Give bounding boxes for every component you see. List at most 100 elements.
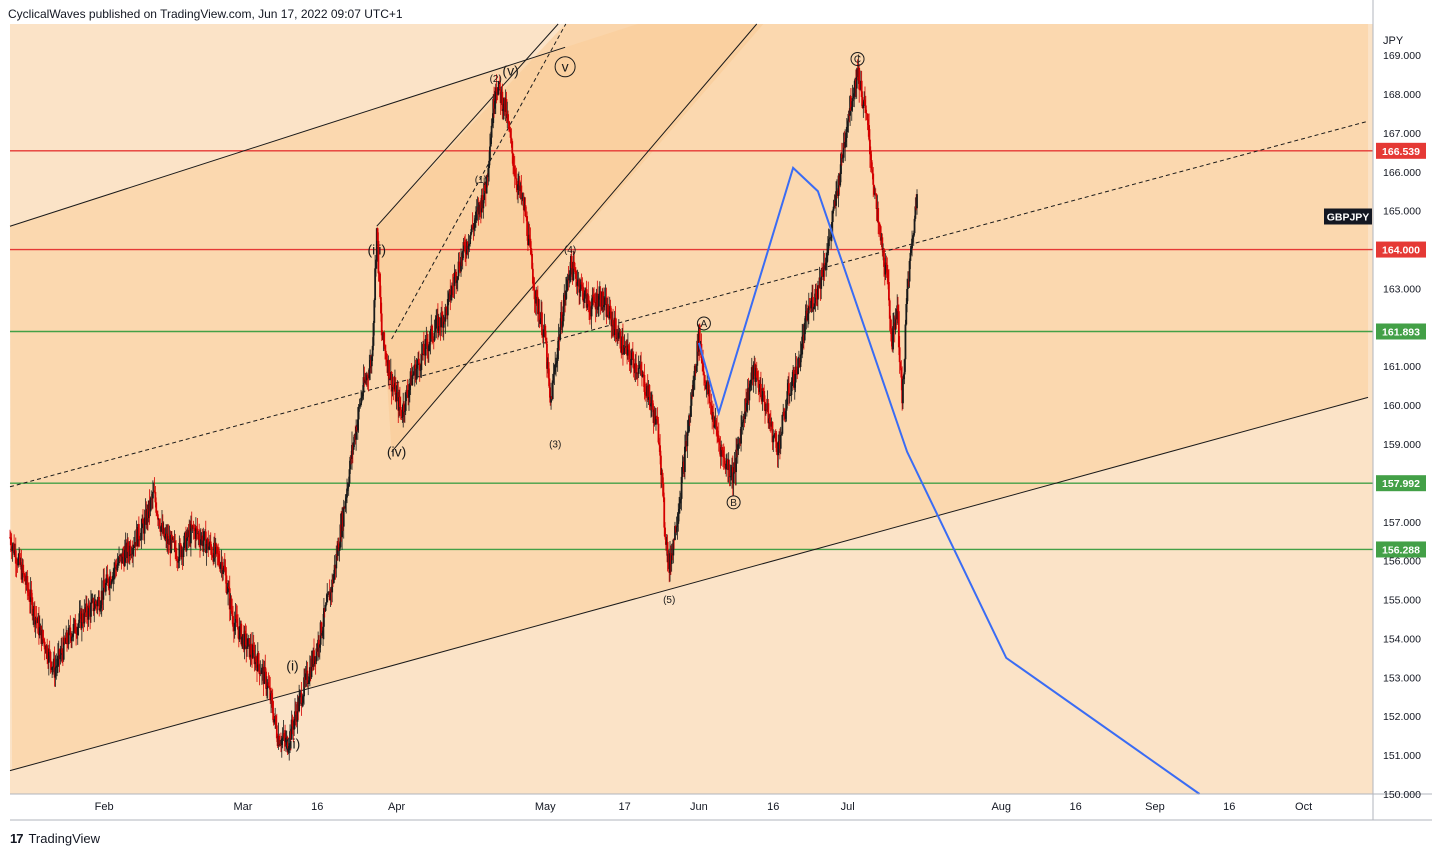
candle-1060[interactable] bbox=[884, 253, 887, 281]
candle-527[interactable] bbox=[444, 303, 447, 334]
candle-848[interactable] bbox=[709, 402, 712, 415]
candle-170[interactable] bbox=[149, 496, 152, 517]
candle-687[interactable] bbox=[576, 269, 579, 296]
candle-707[interactable] bbox=[593, 287, 595, 308]
candle-692[interactable] bbox=[580, 273, 583, 291]
candle-474[interactable] bbox=[400, 409, 403, 421]
candle-565[interactable] bbox=[475, 199, 478, 223]
candle-103[interactable] bbox=[94, 594, 96, 609]
candle-501[interactable] bbox=[422, 331, 425, 355]
candle-472[interactable] bbox=[399, 386, 401, 416]
candle-702[interactable] bbox=[588, 300, 591, 325]
candle-918[interactable] bbox=[767, 398, 770, 429]
candle-143[interactable] bbox=[127, 537, 130, 563]
candle-631[interactable] bbox=[530, 241, 533, 257]
candle-23[interactable] bbox=[28, 582, 30, 602]
candle-579[interactable] bbox=[487, 164, 490, 186]
candle-832[interactable] bbox=[696, 333, 699, 373]
candle-776[interactable] bbox=[650, 392, 652, 418]
candle-264[interactable] bbox=[227, 580, 229, 606]
candle-32[interactable] bbox=[35, 606, 38, 629]
candle-27[interactable] bbox=[31, 592, 34, 621]
candle-560[interactable] bbox=[471, 212, 474, 230]
candle-251[interactable] bbox=[216, 546, 219, 566]
candle-856[interactable] bbox=[716, 415, 719, 444]
candle-782[interactable] bbox=[655, 408, 657, 431]
candle-1043[interactable] bbox=[870, 150, 873, 173]
candle-557[interactable] bbox=[469, 235, 472, 247]
candle-700[interactable] bbox=[587, 281, 590, 313]
candle-1089[interactable] bbox=[908, 258, 911, 289]
candle-95[interactable] bbox=[87, 598, 90, 627]
candle-35[interactable] bbox=[38, 606, 40, 645]
candle-538[interactable] bbox=[453, 264, 456, 299]
candle-664[interactable] bbox=[557, 323, 560, 360]
candle-583[interactable] bbox=[490, 118, 493, 144]
candle-21[interactable] bbox=[26, 570, 29, 601]
candle-850[interactable] bbox=[711, 400, 714, 430]
candle-923[interactable] bbox=[771, 421, 774, 451]
candle-244[interactable] bbox=[210, 544, 213, 561]
candle-976[interactable] bbox=[815, 283, 818, 306]
candle-314[interactable] bbox=[268, 675, 271, 690]
candle-203[interactable] bbox=[176, 556, 179, 572]
inner-channel-lower-line[interactable] bbox=[391, 23, 758, 453]
candle-861[interactable] bbox=[720, 440, 723, 466]
candle-495[interactable] bbox=[418, 350, 420, 365]
candle-42[interactable] bbox=[43, 637, 46, 661]
candle-219[interactable] bbox=[190, 515, 192, 557]
candle-885[interactable] bbox=[740, 415, 742, 452]
candle-970[interactable] bbox=[810, 292, 813, 313]
candle-484[interactable] bbox=[408, 383, 411, 403]
candle-548[interactable] bbox=[461, 250, 464, 270]
candle-113[interactable] bbox=[102, 568, 105, 610]
candle-573[interactable] bbox=[482, 199, 485, 219]
candle-535[interactable] bbox=[451, 282, 453, 301]
candle-231[interactable] bbox=[199, 528, 202, 551]
candle-516[interactable] bbox=[435, 309, 438, 339]
candle-973[interactable] bbox=[812, 306, 815, 321]
candle-468[interactable] bbox=[395, 385, 398, 410]
candle-865[interactable] bbox=[723, 446, 726, 469]
candle-563[interactable] bbox=[474, 218, 476, 232]
candle-1069[interactable] bbox=[892, 313, 894, 353]
candle-801[interactable] bbox=[670, 543, 673, 572]
level-badge-157.992[interactable] bbox=[1376, 475, 1426, 492]
candle-351[interactable] bbox=[299, 689, 301, 707]
candle-196[interactable] bbox=[171, 530, 173, 549]
candle-498[interactable] bbox=[420, 341, 423, 378]
candle-440[interactable] bbox=[372, 320, 375, 351]
candle-881[interactable] bbox=[736, 436, 739, 464]
candle-102[interactable] bbox=[93, 594, 96, 623]
candle-634[interactable] bbox=[532, 276, 535, 291]
candle-788[interactable] bbox=[660, 450, 662, 489]
candle-935[interactable] bbox=[781, 414, 784, 436]
candle-959[interactable] bbox=[801, 323, 804, 359]
candle-281[interactable] bbox=[241, 636, 244, 650]
candle-724[interactable] bbox=[607, 296, 609, 317]
candle-414[interactable] bbox=[351, 431, 353, 470]
candle-1083[interactable] bbox=[903, 358, 906, 385]
candle-924[interactable] bbox=[772, 429, 775, 452]
candle-993[interactable] bbox=[829, 237, 832, 241]
candle-674[interactable] bbox=[565, 276, 568, 299]
candle-425[interactable] bbox=[360, 389, 362, 407]
candle-556[interactable] bbox=[468, 243, 471, 253]
level-badge-164.000[interactable] bbox=[1376, 241, 1426, 258]
candle-793[interactable] bbox=[664, 522, 666, 540]
candle-904[interactable] bbox=[755, 361, 758, 378]
candle-624[interactable] bbox=[524, 197, 527, 218]
symbol-badge[interactable] bbox=[1324, 208, 1372, 225]
candle-375[interactable] bbox=[318, 643, 321, 660]
candle-227[interactable] bbox=[196, 518, 199, 540]
candle-350[interactable] bbox=[298, 684, 301, 713]
candle-694[interactable] bbox=[582, 282, 585, 309]
candle-522[interactable] bbox=[440, 306, 443, 337]
candle-1054[interactable] bbox=[879, 225, 882, 245]
candle-1056[interactable] bbox=[881, 233, 884, 257]
candle-422[interactable] bbox=[357, 404, 360, 433]
candle-430[interactable] bbox=[364, 372, 367, 385]
candle-615[interactable] bbox=[517, 173, 519, 204]
candle-715[interactable] bbox=[599, 286, 602, 315]
